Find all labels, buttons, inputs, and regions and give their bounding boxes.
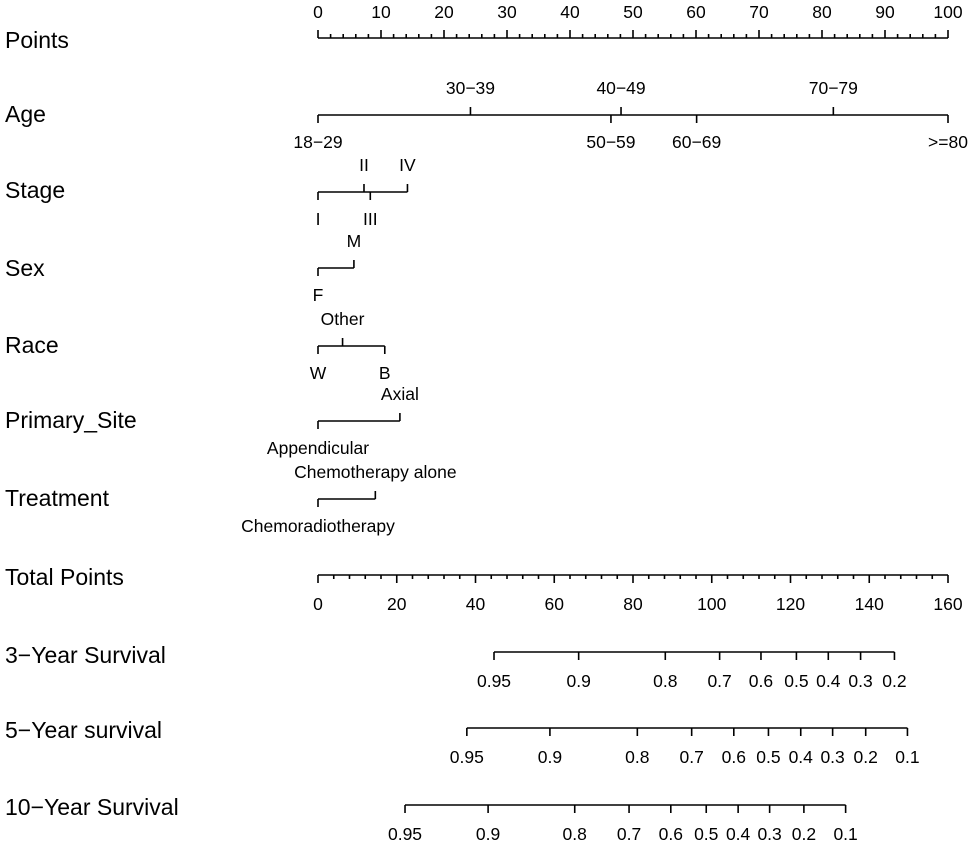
survival-tick-label: 0.1 — [833, 824, 857, 844]
survival-tick-label: 0.8 — [625, 747, 649, 767]
survival-tick-label: 0.8 — [563, 824, 587, 844]
survival-tick-label: 0.9 — [476, 824, 500, 844]
survival-tick-label: 0.5 — [784, 671, 808, 691]
total-tick-label: 100 — [697, 594, 726, 614]
row-label: Treatment — [5, 485, 110, 511]
row-label: 10−Year Survival — [5, 794, 179, 820]
level-label: Chemotherapy alone — [294, 462, 456, 482]
level-label: 60−69 — [672, 132, 721, 152]
total-tick-label: 160 — [933, 594, 962, 614]
level-label: 30−39 — [446, 78, 495, 98]
points-tick-label: 90 — [875, 2, 895, 22]
survival-tick-label: 0.1 — [895, 747, 919, 767]
level-label: 40−49 — [596, 78, 645, 98]
row-label: Stage — [5, 177, 65, 203]
survival-tick-label: 0.3 — [820, 747, 844, 767]
total-tick-label: 80 — [623, 594, 643, 614]
survival-tick-label: 0.4 — [816, 671, 841, 691]
survival-tick-label: 0.3 — [848, 671, 872, 691]
level-label: I — [316, 209, 321, 229]
survival-tick-label: 0.9 — [566, 671, 590, 691]
level-label: >=80 — [928, 132, 968, 152]
row-label: Primary_Site — [5, 407, 137, 433]
level-label: Chemoradiotherapy — [241, 516, 395, 536]
row-label: Race — [5, 332, 59, 358]
points-tick-label: 80 — [812, 2, 832, 22]
survival-tick-label: 0.7 — [707, 671, 731, 691]
points-tick-label: 30 — [497, 2, 517, 22]
survival-tick-label: 0.5 — [694, 824, 718, 844]
survival-tick-label: 0.4 — [726, 824, 751, 844]
level-label: B — [379, 363, 391, 383]
points-tick-label: 50 — [623, 2, 643, 22]
level-label: Appendicular — [267, 438, 369, 458]
survival-tick-label: 0.7 — [617, 824, 641, 844]
survival-tick-label: 0.95 — [388, 824, 422, 844]
level-label: 18−29 — [293, 132, 342, 152]
survival-tick-label: 0.7 — [680, 747, 704, 767]
level-label: II — [359, 155, 369, 175]
survival-tick-label: 0.8 — [653, 671, 677, 691]
survival-tick-label: 0.95 — [477, 671, 511, 691]
points-tick-label: 20 — [434, 2, 454, 22]
total-tick-label: 40 — [466, 594, 486, 614]
survival-tick-label: 0.3 — [757, 824, 781, 844]
points-tick-label: 40 — [560, 2, 580, 22]
survival-tick-label: 0.95 — [450, 747, 484, 767]
row-label: Age — [5, 101, 46, 127]
survival-tick-label: 0.6 — [659, 824, 683, 844]
row-label: Sex — [5, 255, 45, 281]
total-tick-label: 0 — [313, 594, 323, 614]
level-label: M — [347, 231, 362, 251]
level-label: F — [313, 285, 324, 305]
survival-tick-label: 0.6 — [749, 671, 773, 691]
survival-tick-label: 0.5 — [756, 747, 780, 767]
survival-tick-label: 0.2 — [882, 671, 906, 691]
level-label: 50−59 — [586, 132, 635, 152]
level-label: III — [363, 209, 378, 229]
points-tick-label: 100 — [933, 2, 962, 22]
survival-tick-label: 0.4 — [789, 747, 814, 767]
level-label: Axial — [381, 384, 419, 404]
survival-tick-label: 0.9 — [538, 747, 562, 767]
row-label: Points — [5, 27, 69, 53]
total-tick-label: 20 — [387, 594, 407, 614]
level-label: IV — [399, 155, 416, 175]
row-label: 3−Year Survival — [5, 642, 166, 668]
survival-tick-label: 0.6 — [722, 747, 746, 767]
level-label: W — [310, 363, 327, 383]
survival-tick-label: 0.2 — [792, 824, 816, 844]
row-label: Total Points — [5, 564, 124, 590]
row-label: 5−Year survival — [5, 717, 162, 743]
points-tick-label: 0 — [313, 2, 323, 22]
total-tick-label: 120 — [776, 594, 805, 614]
total-tick-label: 60 — [545, 594, 565, 614]
level-label: Other — [321, 309, 365, 329]
level-label: 70−79 — [809, 78, 858, 98]
survival-tick-label: 0.2 — [854, 747, 878, 767]
total-tick-label: 140 — [855, 594, 884, 614]
points-tick-label: 70 — [749, 2, 769, 22]
points-tick-label: 10 — [371, 2, 391, 22]
points-tick-label: 60 — [686, 2, 706, 22]
